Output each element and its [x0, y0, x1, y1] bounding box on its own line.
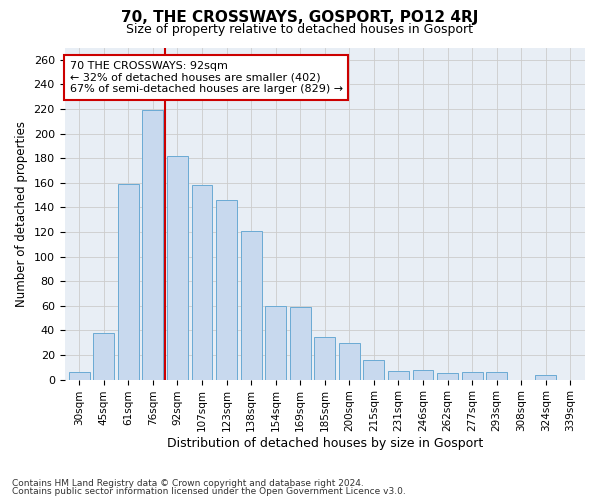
X-axis label: Distribution of detached houses by size in Gosport: Distribution of detached houses by size …	[167, 437, 483, 450]
Bar	[461, 372, 482, 380]
Bar	[118, 184, 139, 380]
Bar	[216, 200, 237, 380]
Bar	[290, 307, 311, 380]
Text: Contains public sector information licensed under the Open Government Licence v3: Contains public sector information licen…	[12, 487, 406, 496]
Bar	[413, 370, 433, 380]
Bar	[94, 333, 114, 380]
Bar	[265, 306, 286, 380]
Bar	[314, 336, 335, 380]
Bar	[69, 372, 89, 380]
Text: Contains HM Land Registry data © Crown copyright and database right 2024.: Contains HM Land Registry data © Crown c…	[12, 478, 364, 488]
Bar	[142, 110, 163, 380]
Bar	[437, 374, 458, 380]
Text: Size of property relative to detached houses in Gosport: Size of property relative to detached ho…	[127, 22, 473, 36]
Bar	[191, 186, 212, 380]
Bar	[241, 231, 262, 380]
Y-axis label: Number of detached properties: Number of detached properties	[15, 120, 28, 306]
Bar	[167, 156, 188, 380]
Bar	[339, 342, 360, 380]
Bar	[388, 371, 409, 380]
Text: 70 THE CROSSWAYS: 92sqm
← 32% of detached houses are smaller (402)
67% of semi-d: 70 THE CROSSWAYS: 92sqm ← 32% of detache…	[70, 61, 343, 94]
Bar	[486, 372, 507, 380]
Bar	[364, 360, 384, 380]
Bar	[535, 374, 556, 380]
Text: 70, THE CROSSWAYS, GOSPORT, PO12 4RJ: 70, THE CROSSWAYS, GOSPORT, PO12 4RJ	[121, 10, 479, 25]
